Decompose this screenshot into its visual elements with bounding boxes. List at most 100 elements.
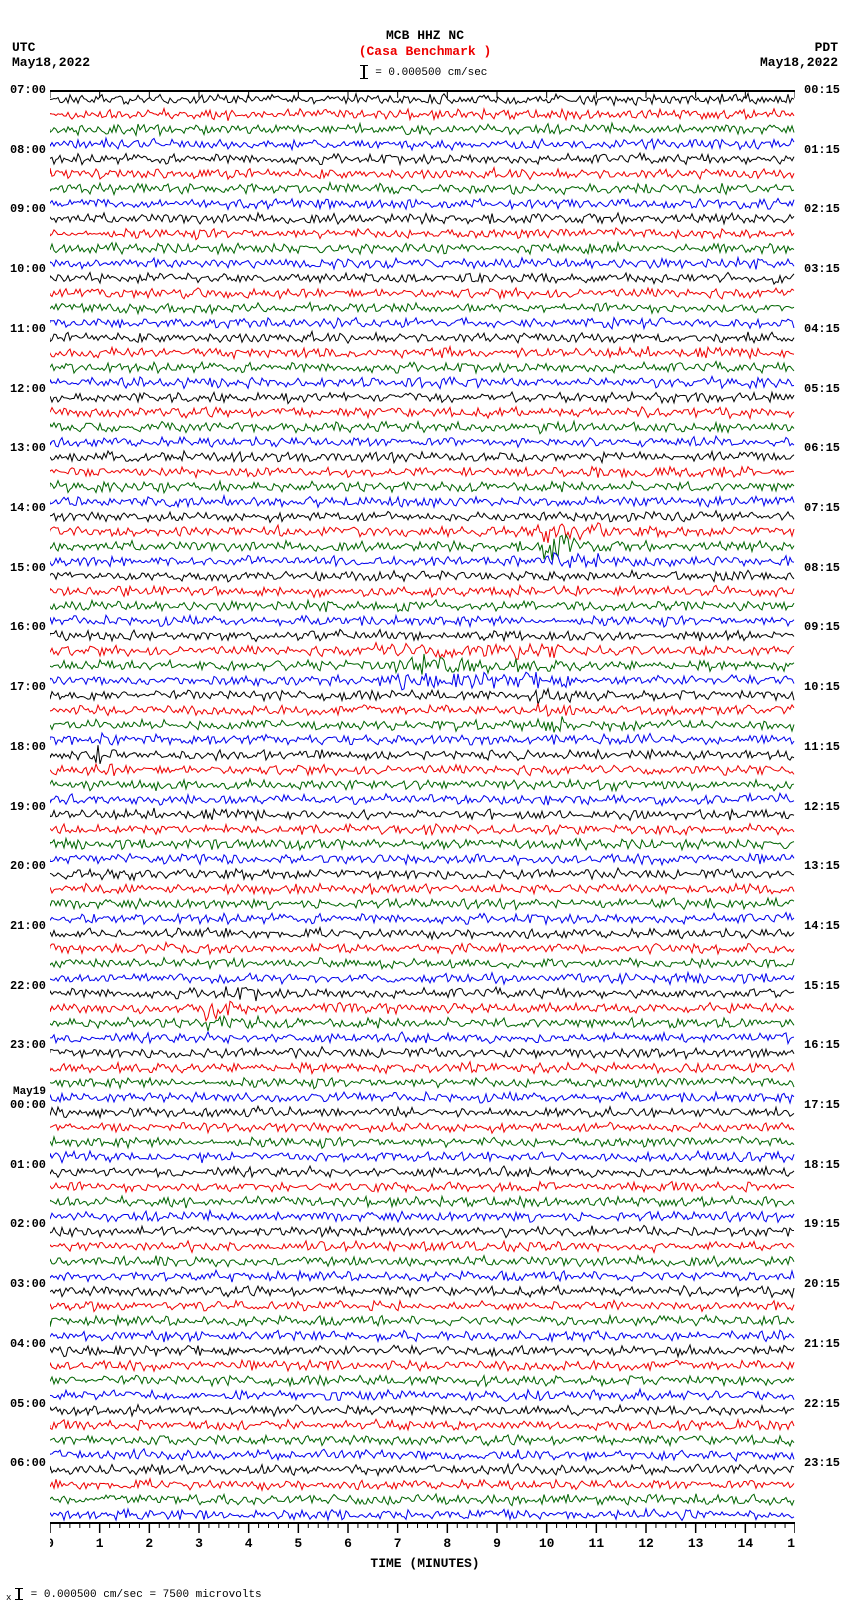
trace-line xyxy=(50,535,794,560)
right-hour-label: 13:15 xyxy=(804,860,850,872)
trace-line xyxy=(50,1122,794,1133)
helicorder-page: MCB HHZ NC (Casa Benchmark ) = 0.000500 … xyxy=(0,0,850,1613)
trace-line xyxy=(50,376,794,388)
trace-line xyxy=(50,898,794,909)
trace-line xyxy=(50,1047,794,1059)
scale-bar-icon xyxy=(363,65,365,79)
trace-line xyxy=(50,1211,794,1223)
trace-line xyxy=(50,258,794,270)
trace-line xyxy=(50,523,794,543)
trace-line xyxy=(50,302,794,313)
x-tick-label: 7 xyxy=(394,1536,402,1551)
right-hour-label: 20:15 xyxy=(804,1278,850,1290)
trace-line xyxy=(50,1419,794,1430)
right-tz: PDT xyxy=(760,40,838,55)
trace-line xyxy=(50,824,794,835)
trace-line xyxy=(50,1256,794,1267)
right-date: May18,2022 xyxy=(760,55,838,70)
trace-line xyxy=(50,868,794,880)
trace-line xyxy=(50,1479,794,1490)
trace-line xyxy=(50,838,794,849)
right-hour-label: 15:15 xyxy=(804,980,850,992)
trace-line xyxy=(50,779,794,791)
trace-line xyxy=(50,1345,794,1357)
x-tick-label: 9 xyxy=(493,1536,501,1551)
trace-line xyxy=(50,928,794,939)
trace-line xyxy=(50,1449,794,1461)
trace-line xyxy=(50,733,794,745)
trace-line xyxy=(50,764,794,776)
trace-line xyxy=(50,942,794,953)
trace-line xyxy=(50,346,794,358)
trace-line xyxy=(50,198,794,209)
trace-line xyxy=(50,153,794,165)
left-hour-label: 23:00 xyxy=(0,1039,46,1051)
trace-line xyxy=(50,228,794,240)
x-tick-label: 1 xyxy=(96,1536,104,1551)
trace-line xyxy=(50,407,794,418)
right-hour-label: 21:15 xyxy=(804,1338,850,1350)
trace-line xyxy=(50,600,794,612)
station-line: MCB HHZ NC xyxy=(0,28,850,43)
left-date: May18,2022 xyxy=(12,55,90,70)
right-hour-label: 01:15 xyxy=(804,144,850,156)
trace-line xyxy=(50,1196,794,1208)
trace-line xyxy=(50,451,794,463)
trace-line xyxy=(50,392,794,403)
trace-line xyxy=(50,109,794,121)
trace-line xyxy=(50,973,794,985)
right-hour-label: 18:15 xyxy=(804,1159,850,1171)
x-tick-label: 2 xyxy=(145,1536,153,1551)
right-hour-label: 05:15 xyxy=(804,383,850,395)
trace-line xyxy=(50,1092,794,1103)
trace-line xyxy=(50,854,794,865)
trace-line xyxy=(50,93,794,105)
x-tick-label: 15 xyxy=(787,1536,795,1551)
trace-line xyxy=(50,716,794,732)
x-tick-label: 5 xyxy=(294,1536,302,1551)
trace-line xyxy=(50,1286,794,1297)
x-tick-label: 6 xyxy=(344,1536,352,1551)
trace-line xyxy=(50,1062,794,1074)
left-hour-label: 21:00 xyxy=(0,920,46,932)
trace-line xyxy=(50,1300,794,1311)
trace-line xyxy=(50,629,794,641)
trace-line xyxy=(50,1241,794,1253)
trace-line xyxy=(50,1032,794,1044)
trace-line xyxy=(50,421,794,433)
right-hour-label: 06:15 xyxy=(804,442,850,454)
trace-line xyxy=(50,570,794,582)
trace-line xyxy=(50,1106,794,1117)
trace-line xyxy=(50,1360,794,1371)
right-time-axis: 00:1501:1502:1503:1504:1505:1506:1507:15… xyxy=(800,90,850,1523)
trace-line xyxy=(50,138,794,150)
trace-line xyxy=(50,654,794,675)
left-time-axis: 07:0008:0009:0010:0011:0012:0013:0014:00… xyxy=(0,90,50,1523)
trace-line xyxy=(50,1166,794,1177)
left-hour-label: 22:00 xyxy=(0,980,46,992)
trace-line xyxy=(50,1001,794,1020)
right-hour-label: 03:15 xyxy=(804,263,850,275)
trace-line xyxy=(50,481,794,493)
x-tick-label: 8 xyxy=(443,1536,451,1551)
left-hour-label: 01:00 xyxy=(0,1159,46,1171)
trace-line xyxy=(50,643,794,660)
right-hour-label: 09:15 xyxy=(804,621,850,633)
right-hour-label: 11:15 xyxy=(804,741,850,753)
left-hour-label: 17:00 xyxy=(0,681,46,693)
x-tick-label: 14 xyxy=(738,1536,754,1551)
trace-line xyxy=(50,1405,794,1416)
trace-line xyxy=(50,496,794,507)
trace-line xyxy=(50,1330,794,1342)
right-hour-label: 23:15 xyxy=(804,1457,850,1469)
trace-line xyxy=(50,1137,794,1149)
trace-line xyxy=(50,272,794,284)
trace-line xyxy=(50,467,794,478)
trace-line xyxy=(50,1509,794,1521)
x-tick-label: 10 xyxy=(539,1536,555,1551)
trace-line xyxy=(50,1225,794,1237)
trace-line xyxy=(50,243,794,254)
trace-line xyxy=(50,213,794,224)
right-hour-label: 08:15 xyxy=(804,562,850,574)
left-hour-label: 05:00 xyxy=(0,1398,46,1410)
